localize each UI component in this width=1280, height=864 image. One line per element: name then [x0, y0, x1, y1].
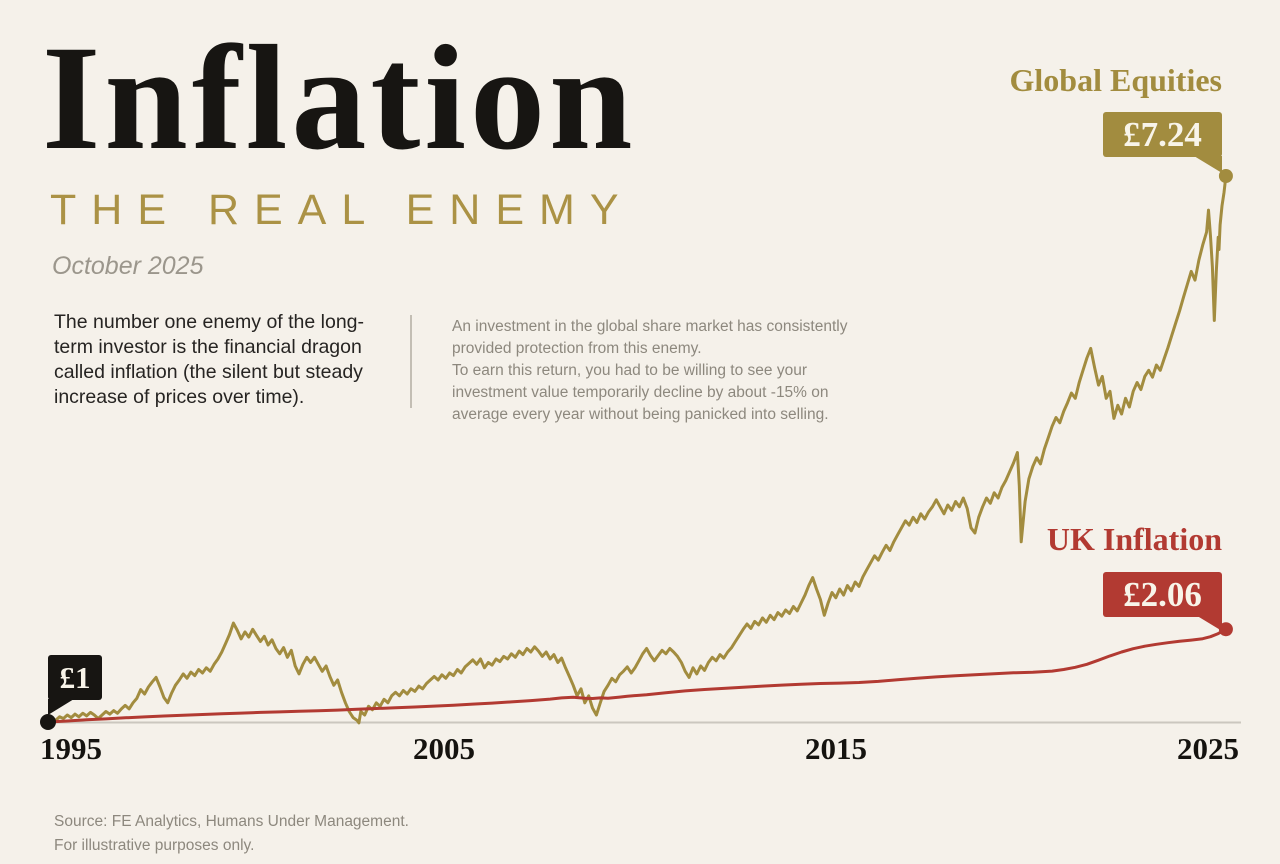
- global-equities-value-badge: £7.24: [1103, 112, 1222, 157]
- x-tick-2025: 2025: [1177, 731, 1239, 766]
- global-equities-badge-tail: [1194, 156, 1222, 173]
- intro-paragraph-left: The number one enemy of the long-term in…: [54, 311, 365, 408]
- x-tick-2015: 2015: [805, 731, 867, 766]
- series-line-uk-inflation: [46, 627, 1228, 724]
- start-dot: [40, 714, 56, 730]
- source-line-1: Source: FE Analytics, Humans Under Manag…: [54, 813, 409, 830]
- source-line-2: For illustrative purposes only.: [54, 837, 255, 855]
- page-subtitle: THE REAL ENEMY: [50, 186, 634, 234]
- series-line-global-equities: [46, 174, 1228, 725]
- date-label: October 2025: [52, 252, 204, 280]
- x-tick-1995: 1995: [40, 731, 102, 766]
- global-equities-label: Global Equities: [1009, 62, 1223, 98]
- uk-inflation-label: UK Inflation: [1046, 521, 1222, 557]
- intro-paragraph-right: An investment in the global share market…: [452, 318, 848, 423]
- start-value-badge: £1: [48, 655, 102, 700]
- paragraph-divider: [410, 315, 412, 408]
- x-tick-2005: 2005: [413, 731, 475, 766]
- start-value-badge-tail: [48, 699, 74, 715]
- page-title: Inflation: [42, 15, 637, 181]
- uk-inflation-value-badge: £2.06: [1103, 572, 1222, 617]
- source-note: Source: FE Analytics, Humans Under Manag…: [54, 810, 409, 858]
